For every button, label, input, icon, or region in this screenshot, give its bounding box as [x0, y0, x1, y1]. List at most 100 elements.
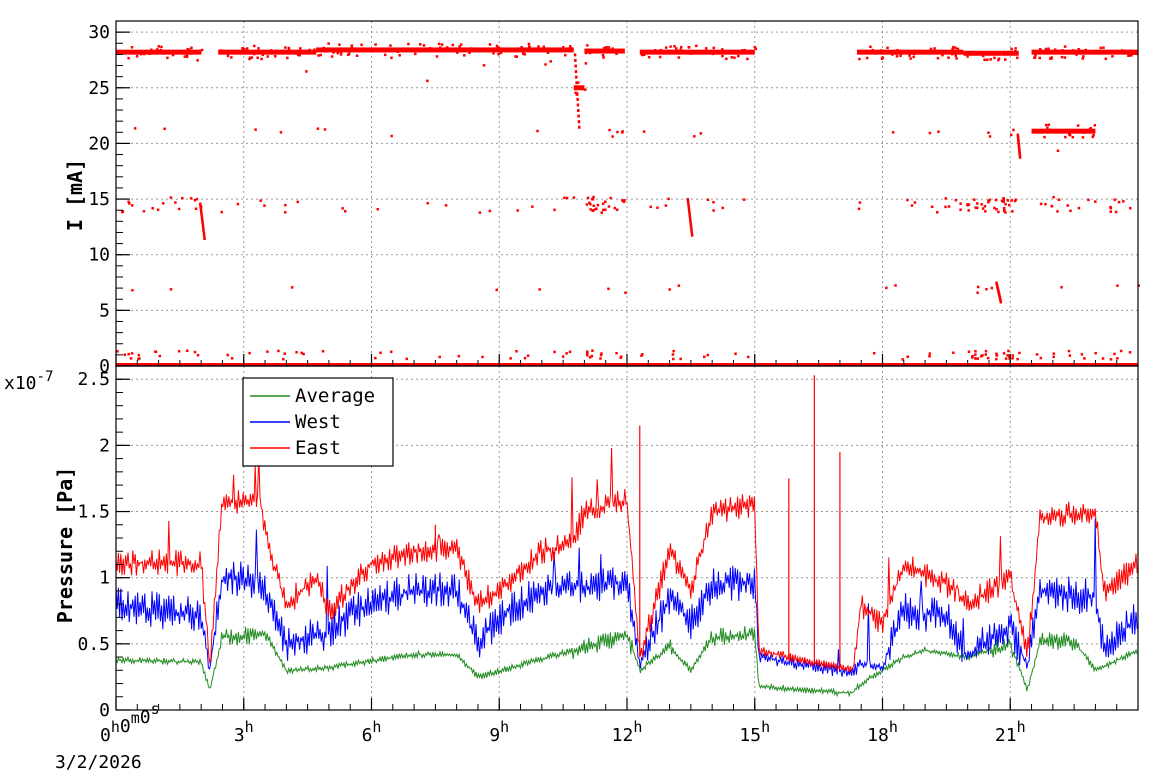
current-point — [470, 47, 473, 50]
current-point — [712, 51, 715, 54]
current-point — [1002, 352, 1006, 355]
current-point — [981, 207, 985, 210]
current-point — [588, 51, 592, 55]
current-point — [338, 43, 341, 46]
current-point — [1081, 136, 1085, 139]
current-point — [1116, 357, 1119, 360]
current-point — [274, 54, 277, 58]
current-point — [969, 50, 973, 54]
pressure-y-tick-label: 2 — [99, 435, 110, 456]
current-point — [956, 47, 960, 51]
current-point — [1072, 129, 1076, 132]
current-point — [677, 284, 681, 287]
current-point — [1011, 357, 1014, 360]
x-tick-value: 9 — [489, 725, 500, 746]
current-point — [586, 353, 589, 357]
current-level-band — [1001, 50, 1019, 56]
current-point — [376, 207, 380, 211]
current-point — [418, 43, 422, 46]
current-point — [568, 350, 572, 354]
current-point — [437, 42, 441, 46]
x-tick-value: 0 — [140, 707, 151, 728]
current-point — [858, 201, 862, 204]
current-point — [1053, 48, 1057, 51]
current-point — [574, 91, 577, 95]
current-point — [615, 52, 618, 55]
pressure-y-tick-label: 0 — [99, 700, 110, 721]
current-point — [1102, 46, 1105, 49]
current-point — [933, 47, 936, 50]
current-point — [317, 54, 320, 57]
current-point — [497, 46, 501, 50]
current-point — [976, 291, 979, 295]
current-point — [522, 52, 525, 55]
current-point — [1092, 133, 1095, 137]
current-point — [712, 201, 715, 204]
current-point — [295, 351, 298, 354]
current-level-band — [1031, 49, 1138, 55]
current-point — [1034, 53, 1037, 57]
current-point — [1016, 56, 1019, 60]
current-decay-point — [1016, 136, 1020, 140]
current-point — [620, 131, 624, 134]
current-point — [324, 50, 327, 53]
current-level-band — [584, 48, 625, 54]
current-point — [601, 53, 605, 57]
current-point — [198, 51, 202, 55]
current-point — [687, 45, 691, 49]
current-decay-point — [201, 223, 205, 227]
current-point — [857, 207, 861, 211]
current-point — [967, 209, 970, 212]
current-point — [138, 357, 141, 360]
current-decay-point — [1018, 148, 1021, 152]
current-point — [535, 49, 539, 52]
current-point — [226, 54, 230, 58]
current-point — [1052, 130, 1055, 134]
current-point — [974, 206, 978, 209]
current-point — [695, 44, 698, 48]
current-point — [460, 43, 463, 46]
legend-label-east: East — [295, 437, 341, 459]
current-point — [374, 356, 377, 360]
current-point — [245, 47, 249, 50]
current-point — [296, 200, 299, 204]
current-point — [383, 53, 387, 57]
x-tick-unit: h — [633, 718, 642, 736]
current-point — [177, 349, 181, 353]
current-point — [319, 53, 323, 57]
current-point — [200, 48, 204, 52]
current-point — [253, 52, 256, 56]
x-tick-unit: h — [1017, 718, 1026, 736]
current-point — [355, 54, 359, 57]
current-point — [746, 355, 750, 359]
current-point — [531, 205, 534, 208]
current-point — [553, 350, 556, 354]
current-point — [1109, 210, 1113, 213]
current-point — [590, 197, 594, 201]
x-tick-label: 3h — [234, 718, 254, 746]
current-point — [995, 354, 999, 357]
current-point — [642, 53, 646, 57]
current-point — [236, 202, 240, 206]
current-point — [190, 52, 193, 55]
current-point — [308, 48, 311, 52]
current-point — [389, 350, 393, 354]
current-point — [947, 205, 951, 208]
current-decay-point — [1017, 147, 1021, 151]
current-point — [1004, 357, 1008, 360]
current-point — [1101, 357, 1105, 360]
current-decay-point — [577, 114, 580, 118]
current-point — [1109, 205, 1112, 209]
current-point — [438, 46, 442, 49]
current-point — [497, 52, 500, 56]
current-point — [704, 47, 708, 50]
current-y-tick-label: 5 — [99, 300, 110, 321]
current-point — [1014, 198, 1017, 202]
current-decay-point — [575, 75, 578, 79]
current-point — [885, 286, 888, 290]
current-point — [982, 54, 985, 58]
current-point — [1039, 202, 1043, 206]
current-decay-point — [577, 109, 580, 113]
x-tick-label: 12h — [612, 718, 643, 746]
